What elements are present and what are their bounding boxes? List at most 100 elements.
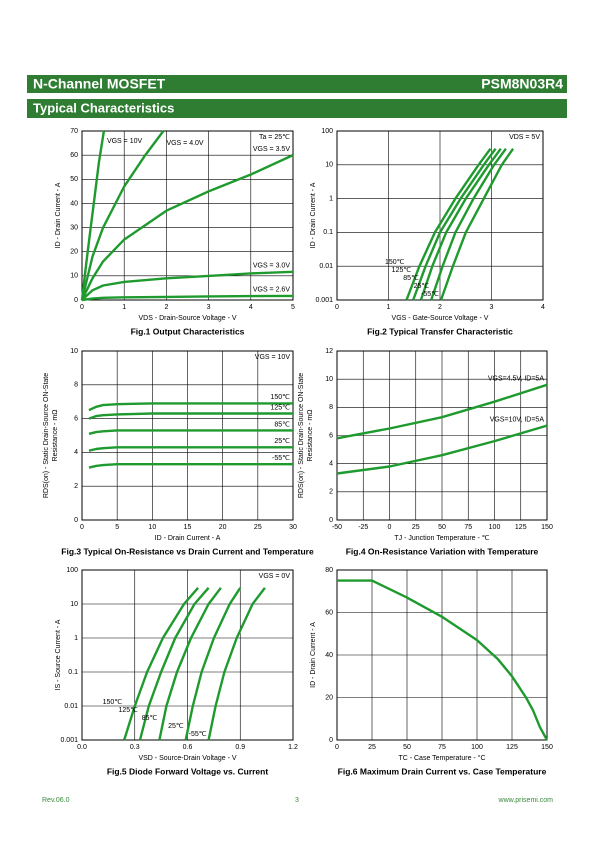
curve [337, 579, 549, 741]
chart-caption: Fig.1 Output Characteristics [131, 326, 245, 336]
curve-label: VGS = 2.6V [253, 287, 290, 294]
y-tick-label: 1 [74, 635, 78, 642]
y-tick-label: 100 [321, 128, 333, 135]
curve [81, 294, 294, 302]
annotation: VGS = 0V [259, 573, 291, 580]
curve [419, 147, 502, 301]
x-tick-label: 5 [291, 304, 295, 311]
curve [405, 147, 492, 301]
y-tick-label: 8 [74, 382, 78, 389]
x-tick-label: 4 [541, 304, 545, 311]
x-tick-label: 3 [207, 304, 211, 311]
curve-label: VGS = 10V [107, 138, 143, 145]
curve [80, 130, 106, 301]
curve [80, 130, 165, 301]
x-tick-label: 150 [541, 744, 553, 751]
y-tick-label: 60 [325, 609, 333, 616]
curve [336, 424, 548, 475]
chart: 0 20 40 60 80 0 25 50 75 100 125 150 TC - Case Tempe… [310, 567, 553, 776]
x-tick-label: -25 [358, 524, 368, 531]
x-tick-label: 10 [148, 524, 156, 531]
x-tick-label: 0 [388, 524, 392, 531]
x-tick-label: 25 [254, 524, 262, 531]
x-axis-label: ID - Drain Current - A [155, 535, 221, 542]
y-axis-label: Resistance - mΩ [52, 410, 59, 462]
chart-caption: Fig.6 Maximum Drain Current vs. Case Tem… [338, 766, 547, 776]
x-tick-label: 50 [438, 524, 446, 531]
curve-label: 150℃ [103, 699, 123, 706]
curve-label: 25℃ [274, 438, 290, 445]
y-axis-label: RDS(on) - Static Drain-Source ON-State [298, 373, 305, 498]
curve [88, 402, 293, 412]
x-tick-label: 0 [80, 524, 84, 531]
y-axis-label: IS - Source Current - A [55, 619, 62, 690]
curve [158, 587, 222, 741]
x-tick-label: 50 [403, 744, 411, 751]
curve-label: 125℃ [270, 404, 290, 411]
curve-label: 125℃ [118, 707, 138, 714]
chart: 0 2 4 6 8 10 12 -50 -25 0 25 50 75 100 125 150 TJ - Junc… [298, 348, 553, 556]
x-tick-label: 0.0 [77, 744, 87, 751]
x-tick-label: 0.9 [235, 744, 245, 751]
y-tick-label: 0 [329, 737, 333, 744]
curve [336, 383, 548, 440]
y-tick-label: 2 [74, 483, 78, 490]
y-tick-label: 60 [70, 152, 78, 159]
x-tick-label: 0 [80, 304, 84, 311]
y-tick-label: 20 [70, 249, 78, 256]
y-tick-label: 4 [329, 461, 333, 468]
y-tick-label: 8 [329, 404, 333, 411]
curve [138, 587, 210, 741]
curve-label: VGS = 4.0V [166, 140, 203, 147]
y-tick-label: 50 [70, 176, 78, 183]
x-tick-label: 100 [471, 744, 483, 751]
curve-label: VGS = 3.0V [253, 263, 290, 270]
y-tick-label: 4 [74, 449, 78, 456]
x-tick-label: 75 [464, 524, 472, 531]
plot-area [81, 130, 294, 301]
x-tick-label: 1.2 [288, 744, 298, 751]
curve-label: -55℃ [272, 455, 290, 462]
y-tick-label: 40 [70, 200, 78, 207]
section-title: Typical Characteristics [33, 100, 174, 115]
y-tick-label: 0 [74, 517, 78, 524]
curve-label: VGS = 3.5V [253, 146, 290, 153]
x-tick-label: -50 [332, 524, 342, 531]
part-number: PSM8N03R4 [481, 76, 563, 92]
curve [439, 148, 515, 301]
x-tick-label: 125 [506, 744, 518, 751]
x-tick-label: 5 [115, 524, 119, 531]
curve [430, 147, 507, 301]
curve [88, 463, 293, 469]
chart-caption: Fig.4 On-Resistance Variation with Tempe… [346, 546, 539, 556]
curve [81, 270, 294, 301]
curve-label: 85℃ [274, 421, 290, 428]
x-tick-label: 4 [249, 304, 253, 311]
footer-rev: Rev.06.0 [42, 797, 70, 804]
curve-label: VGS=4.5V, ID=5A [488, 376, 544, 383]
y-tick-label: 10 [70, 273, 78, 280]
y-tick-label: 70 [70, 128, 78, 135]
y-tick-label: 20 [325, 694, 333, 701]
x-tick-label: 1 [387, 304, 391, 311]
header-title: N-Channel MOSFET [33, 76, 166, 92]
y-tick-label: 6 [74, 415, 78, 422]
x-tick-label: 25 [368, 744, 376, 751]
chart-caption: Fig.2 Typical Transfer Characteristic [367, 326, 513, 336]
curve [88, 446, 293, 452]
footer-url: www.prisemi.com [498, 797, 554, 804]
curve-label: 125℃ [392, 267, 412, 274]
y-tick-label: 0 [329, 517, 333, 524]
x-tick-label: 15 [184, 524, 192, 531]
y-tick-label: 1 [329, 195, 333, 202]
curve [184, 587, 242, 741]
x-tick-label: 20 [219, 524, 227, 531]
x-tick-label: 150 [541, 524, 553, 531]
x-tick-label: 2 [164, 304, 168, 311]
x-axis-label: VDS - Drain-Source Voltage - V [138, 315, 236, 322]
x-tick-label: 30 [289, 524, 297, 531]
annotation: Ta = 25℃ [259, 134, 290, 141]
y-tick-label: 10 [325, 376, 333, 383]
curve-label: -55℃ [189, 731, 207, 738]
curve-label: 85℃ [142, 715, 158, 722]
